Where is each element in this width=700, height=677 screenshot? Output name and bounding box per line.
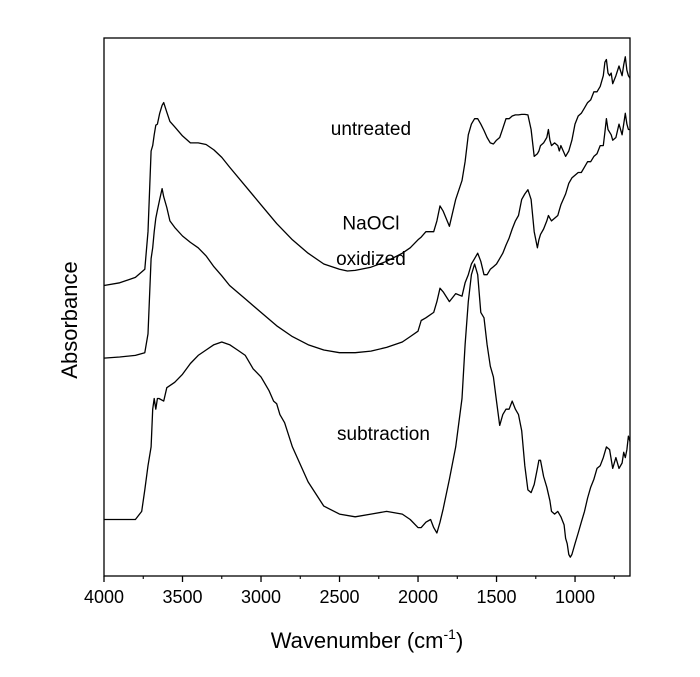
annotation-4: subtraction (337, 424, 430, 445)
annotation-1: untreated (331, 119, 411, 140)
x-axis-title-superscript: -1 (444, 626, 457, 642)
annotation-3: oxidized (336, 249, 406, 270)
annotations: untreated NaOCl oxidized subtraction (331, 119, 430, 445)
x-axis-title: Wavenumber (cm-1) (271, 626, 464, 653)
x-tick-label-2000: 2000 (398, 587, 438, 607)
x-axis-tick-labels: 4000 3500 3000 2500 2000 1500 1000 (84, 587, 595, 607)
x-tick-label-3500: 3500 (162, 587, 202, 607)
x-tick-label-3000: 3000 (241, 587, 281, 607)
x-tick-label-1500: 1500 (477, 587, 517, 607)
x-tick-label-4000: 4000 (84, 587, 124, 607)
spectrum-line-3 (104, 263, 631, 558)
x-axis-title-end: ) (456, 628, 463, 653)
series-layer (103, 56, 631, 558)
spectrum-line-2 (103, 112, 630, 359)
y-axis-title: Absorbance (57, 261, 82, 378)
plot-frame (103, 37, 631, 577)
x-axis-ticks (103, 576, 615, 582)
x-tick-label-2500: 2500 (319, 587, 359, 607)
x-axis-title-main: Wavenumber (cm (271, 628, 444, 653)
x-tick-label-1000: 1000 (555, 587, 595, 607)
spectrum-line-1 (103, 56, 631, 287)
annotation-2: NaOCl (342, 214, 399, 235)
